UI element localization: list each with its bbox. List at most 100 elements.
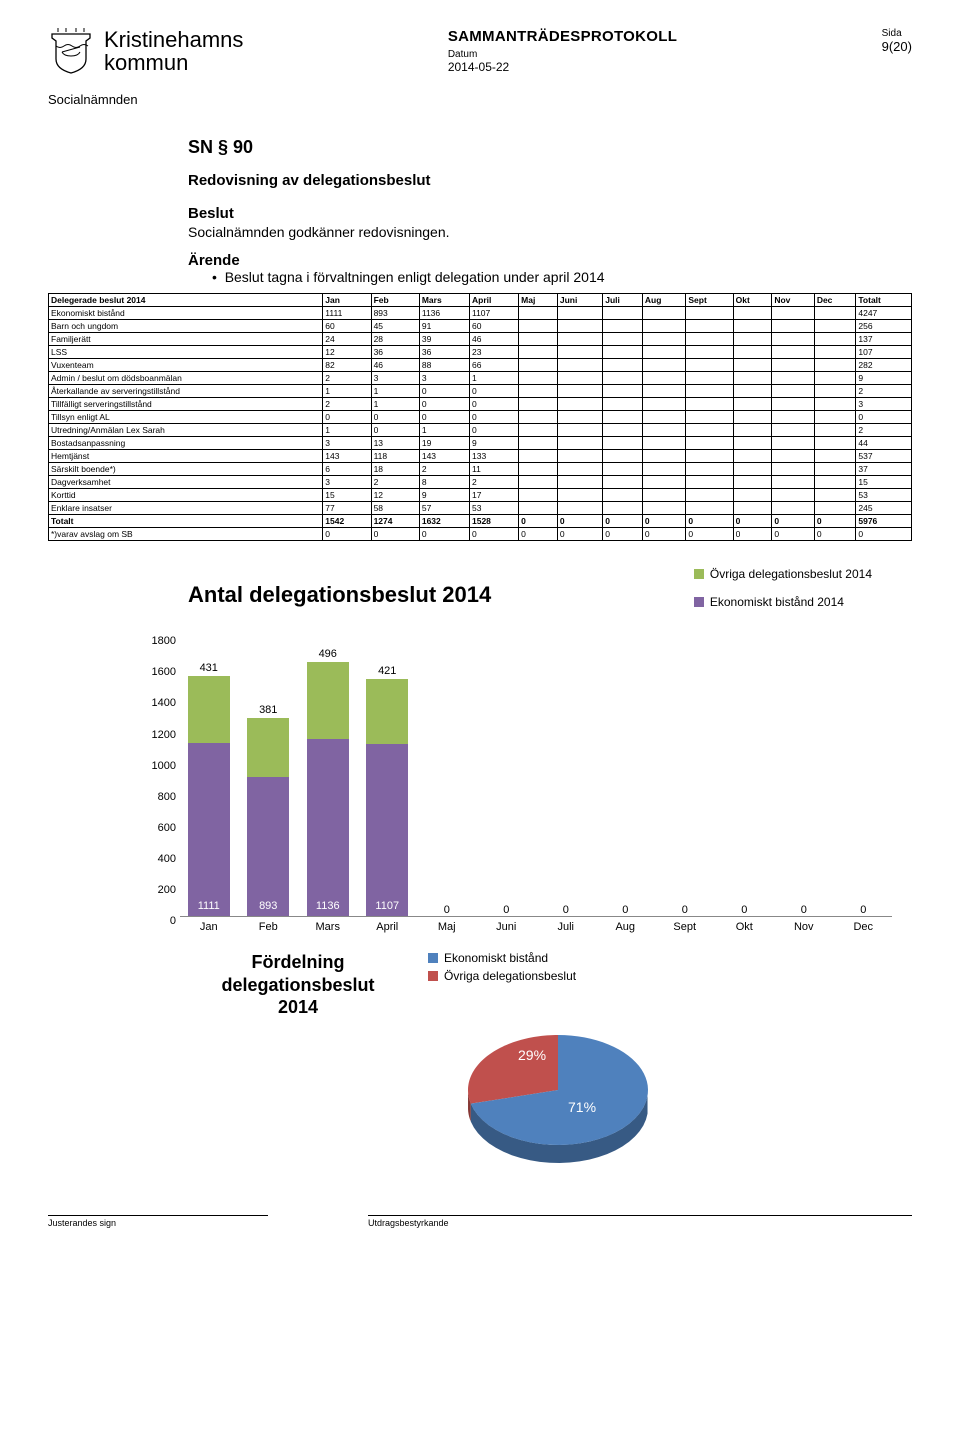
table-cell (814, 359, 856, 372)
table-cell (603, 333, 643, 346)
y-tick: 1400 (152, 697, 176, 709)
table-col-header: Juni (557, 294, 602, 307)
table-cell (557, 346, 602, 359)
table-cell (557, 320, 602, 333)
bar-value-label: 1111 (188, 900, 230, 912)
table-row: Enklare insatser77585753245 (49, 502, 912, 515)
table-cell: 0 (469, 424, 518, 437)
org-line1: Kristinehamns (104, 28, 243, 51)
table-row: Totalt1542127416321528000000005976 (49, 515, 912, 528)
pie-chart: 29%71% (428, 995, 668, 1165)
table-cell (557, 489, 602, 502)
x-tick-label: Jan (186, 921, 232, 933)
table-cell (772, 307, 815, 320)
header-center: SAMMANTRÄDESPROTOKOLL Datum 2014-05-22 (448, 28, 677, 74)
table-cell (733, 424, 772, 437)
table-cell (814, 346, 856, 359)
table-row: Tillfälligt serveringstillstånd21003 (49, 398, 912, 411)
table-cell: 0 (733, 528, 772, 541)
table-cell: 3 (371, 372, 419, 385)
table-row-label: Vuxenteam (49, 359, 323, 372)
table-cell: 45 (371, 320, 419, 333)
table-cell: 1 (323, 385, 371, 398)
table-cell (603, 437, 643, 450)
table-cell (772, 411, 815, 424)
table-cell (642, 346, 685, 359)
table-cell: 58 (371, 502, 419, 515)
table-cell: 0 (814, 528, 856, 541)
bar-x-axis: JanFebMarsAprilMajJuniJuliAugSeptOktNovD… (180, 917, 892, 933)
table-cell: 0 (371, 424, 419, 437)
table-cell: 893 (371, 307, 419, 320)
table-cell: 0 (856, 411, 912, 424)
table-cell (519, 320, 558, 333)
bar-column: 0 (841, 637, 887, 916)
table-cell (772, 359, 815, 372)
table-cell: 1528 (469, 515, 518, 528)
table-row: Ekonomiskt bistånd1111893113611074247 (49, 307, 912, 320)
table-cell: 19 (419, 437, 469, 450)
table-cell (733, 437, 772, 450)
table-col-header: Jan (323, 294, 371, 307)
table-row-label: Korttid (49, 489, 323, 502)
body-content: SN § 90 Redovisning av delegationsbeslut… (48, 137, 912, 285)
legend-item: Övriga delegationsbeslut (428, 969, 576, 983)
arende-heading: Ärende (188, 252, 902, 269)
table-cell: 60 (323, 320, 371, 333)
bar-column: 4211107 (365, 637, 411, 916)
table-row-label: Totalt (49, 515, 323, 528)
table-col-header: Juli (603, 294, 643, 307)
table-cell (814, 411, 856, 424)
bar-plot-area: 43111113818934961136421110700000000 (180, 637, 892, 917)
table-cell (814, 450, 856, 463)
bar-value-label: 0 (801, 904, 807, 916)
x-tick-label: Juli (543, 921, 589, 933)
table-row-label: LSS (49, 346, 323, 359)
table-cell (642, 424, 685, 437)
table-row: LSS12363623107 (49, 346, 912, 359)
table-cell: 3 (419, 372, 469, 385)
table-cell: 1 (323, 424, 371, 437)
table-cell: 0 (642, 515, 685, 528)
x-tick-label: Juni (484, 921, 530, 933)
table-cell (519, 359, 558, 372)
table-cell (557, 424, 602, 437)
table-cell: 6 (323, 463, 371, 476)
table-cell (519, 424, 558, 437)
table-cell: 1107 (469, 307, 518, 320)
table-cell: 0 (772, 515, 815, 528)
table-row: Utredning/Anmälan Lex Sarah10102 (49, 424, 912, 437)
table-cell (642, 398, 685, 411)
table-cell: 0 (686, 515, 733, 528)
table-cell: 143 (323, 450, 371, 463)
table-cell (772, 333, 815, 346)
table-cell: 2 (371, 476, 419, 489)
x-tick-label: Mars (305, 921, 351, 933)
table-row: Återkallande av serveringstillstånd11002 (49, 385, 912, 398)
table-cell (772, 346, 815, 359)
table-cell (642, 502, 685, 515)
table-cell: 0 (419, 385, 469, 398)
table-cell (686, 333, 733, 346)
y-tick: 800 (158, 791, 176, 803)
table-cell (519, 333, 558, 346)
table-cell: 107 (856, 346, 912, 359)
table-row: Bostadsanpassning31319944 (49, 437, 912, 450)
y-tick: 600 (158, 822, 176, 834)
table-cell (519, 346, 558, 359)
x-tick-label: Dec (841, 921, 887, 933)
table-cell (686, 359, 733, 372)
legend-item: Ekonomiskt bistånd (428, 951, 576, 965)
table-cell (733, 385, 772, 398)
table-cell (642, 411, 685, 424)
legend-label: Ekonomiskt bistånd 2014 (710, 595, 844, 609)
datum-label: Datum (448, 49, 677, 60)
bar-y-axis: 020040060080010001200140016001800 (138, 637, 180, 933)
table-cell: 46 (469, 333, 518, 346)
table-col-header: April (469, 294, 518, 307)
x-tick-label: Sept (662, 921, 708, 933)
legend-item: Ekonomiskt bistånd 2014 (694, 595, 872, 609)
table-cell (686, 489, 733, 502)
table-cell: 4247 (856, 307, 912, 320)
table-cell (814, 463, 856, 476)
